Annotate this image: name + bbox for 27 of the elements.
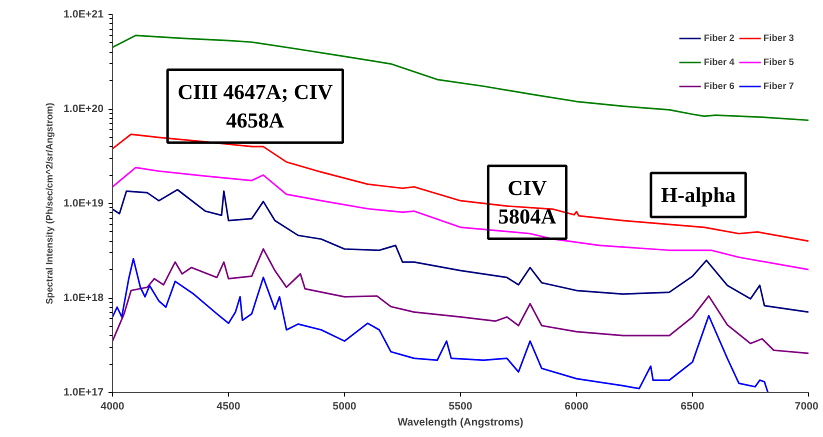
x-tick-label: 7000: [794, 400, 819, 412]
line-series: [112, 258, 769, 392]
y-tick-label: 1.0E+19: [64, 198, 104, 210]
y-axis-title: Spectral Intensity (Ph/sec/cm^2/sr/Angstrom): [44, 102, 55, 304]
annotation: CIV 5804A: [498, 176, 557, 229]
legend-label: Fiber 4: [704, 57, 734, 67]
y-tick-label: 1.0E+18: [64, 292, 104, 304]
annotation: H-alpha: [660, 183, 736, 208]
y-tick-label: 1.0E+20: [64, 103, 104, 115]
x-axis-title: Wavelength (Angstroms): [398, 416, 524, 428]
line-series: [112, 133, 808, 242]
legend-label: Fiber 6: [704, 81, 734, 91]
y-tick-label: 1.0E+21: [64, 8, 104, 20]
line-series: [112, 166, 808, 270]
x-tick-label: 4500: [216, 400, 240, 412]
legend-label: Fiber 3: [763, 33, 794, 43]
x-tick-label: 6000: [564, 400, 588, 412]
y-tick-label: 1.0E+17: [64, 386, 104, 398]
annotation: CIII 4647A; CIV 4658A: [178, 80, 334, 133]
x-tick-label: 5500: [448, 400, 472, 412]
x-tick-label: 4000: [100, 400, 124, 412]
line-series: [112, 248, 808, 354]
legend-label: Fiber 7: [763, 81, 794, 91]
x-tick-label: 5000: [332, 400, 356, 412]
x-tick-label: 6500: [680, 400, 704, 412]
legend-label: Fiber 5: [763, 57, 794, 67]
legend-label: Fiber 2: [704, 33, 734, 43]
